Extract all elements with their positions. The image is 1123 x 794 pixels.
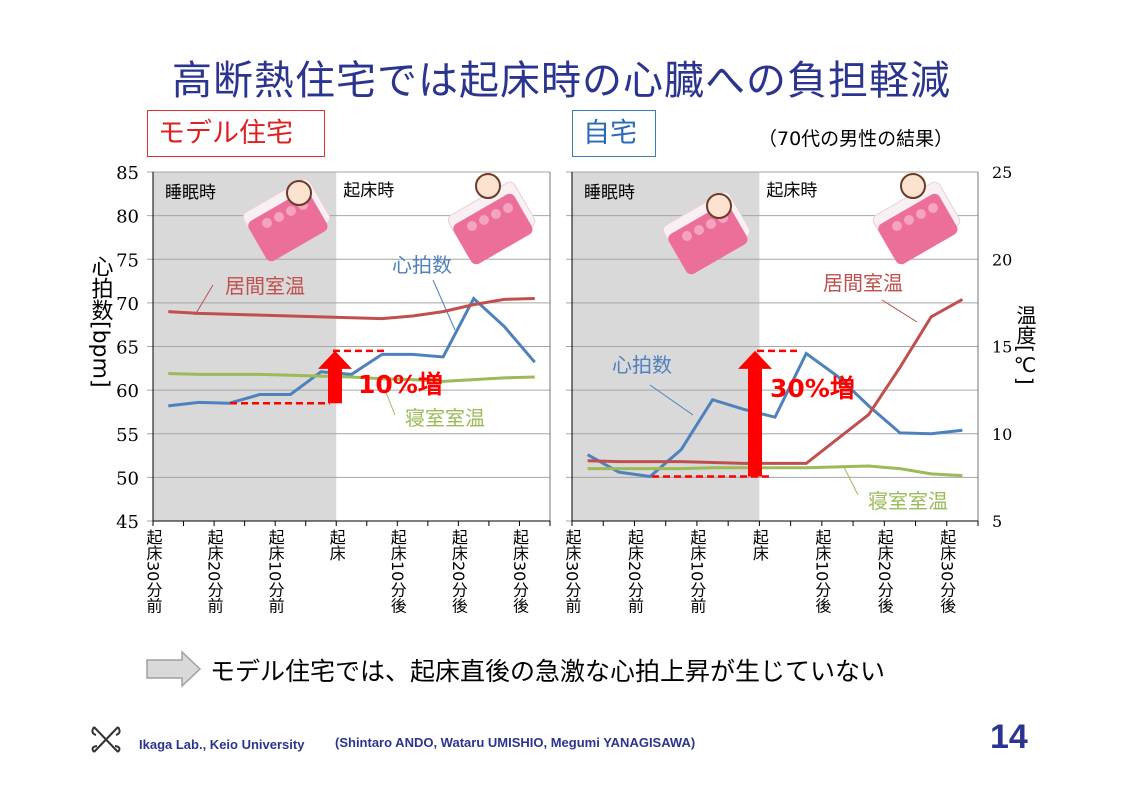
futon <box>878 193 958 265</box>
series-label: 居間室温 <box>225 274 305 298</box>
conclusion-text: モデル住宅では、起床直後の急激な心拍上昇が生じていない <box>210 657 886 686</box>
x-tick-label: 起床10分後 <box>812 529 831 613</box>
x-tick-label: 起床20分後 <box>875 529 894 613</box>
model-house-label: モデル住宅 <box>147 110 325 157</box>
x-tick-label: 起床10分前 <box>687 529 706 614</box>
leader-line <box>432 279 456 331</box>
x-tick-label: 起床30分後 <box>510 529 529 613</box>
y-tick-label: 65 <box>116 338 139 359</box>
waking-girl-icon <box>872 173 961 265</box>
phase-label-wake: 起床時 <box>343 181 394 201</box>
y-tick-label: 45 <box>116 512 139 533</box>
flower <box>262 218 272 228</box>
x-tick-label: 起床20分前 <box>205 529 224 614</box>
x-tick-label: 起床10分後 <box>388 529 407 613</box>
y-tick-label: 60 <box>116 381 139 402</box>
flower <box>706 219 716 229</box>
y-tick-label: 85 <box>116 163 139 184</box>
y-axis-title: 心拍数[bpm] <box>88 255 114 388</box>
y-tick-label: 75 <box>116 250 139 271</box>
y-tick-label: 55 <box>116 425 139 446</box>
sleeping-girl-icon <box>242 178 331 262</box>
flower <box>286 206 296 216</box>
x-tick-label: 起床10分前 <box>266 529 285 614</box>
right-arrow-icon <box>146 650 202 688</box>
keio-logo-icon <box>91 726 121 753</box>
futon <box>248 190 328 262</box>
face <box>706 193 732 219</box>
y-tick-label: 80 <box>116 207 139 228</box>
y2-tick-label: 15 <box>992 338 1012 357</box>
phase-label-sleep: 睡眠時 <box>584 183 635 203</box>
leader-line <box>649 384 694 416</box>
increase-arrow-icon <box>318 350 352 404</box>
leader-line <box>881 299 918 323</box>
face <box>900 173 926 199</box>
phase-label-wake: 起床時 <box>766 181 817 201</box>
flower <box>503 203 513 213</box>
x-tick-label: 起床20分後 <box>449 529 468 613</box>
leader-line <box>384 389 396 416</box>
series-label: 心拍数 <box>612 353 672 377</box>
footer-authors: (Shintaro ANDO, Wataru UMISHIO, Megumi Y… <box>335 735 696 750</box>
own-home-label: 自宅 <box>572 110 656 157</box>
y2-axis-title: 温度[℃] <box>1013 305 1037 385</box>
increase-annotation: 30%増 <box>770 374 855 403</box>
x-tick-label: 起床 <box>750 529 769 561</box>
y2-tick-label: 10 <box>992 425 1012 444</box>
flower <box>467 221 477 231</box>
x-tick-label: 起床30分前 <box>563 529 582 614</box>
increase-arrow-icon <box>738 350 772 477</box>
subject-note: （70代の男性の結果） <box>758 128 954 150</box>
series-label: 心拍数 <box>392 253 452 277</box>
y2-tick-label: 20 <box>992 250 1012 269</box>
flower <box>904 215 914 225</box>
y-tick-label: 50 <box>116 468 139 489</box>
footer-lab: Ikaga Lab., Keio University <box>139 737 305 752</box>
waking-girl-icon <box>447 173 536 265</box>
futon <box>668 203 748 275</box>
series-label: 寝室室温 <box>405 406 485 430</box>
flower <box>928 203 938 213</box>
face <box>286 180 312 206</box>
x-tick-label: 起床 <box>327 529 346 561</box>
futon <box>453 193 533 265</box>
x-tick-label: 起床30分後 <box>937 529 956 613</box>
leader-line <box>194 284 214 316</box>
flower <box>916 209 926 219</box>
sleeping-girl-icon <box>662 191 751 275</box>
page-number: 14 <box>990 718 1028 756</box>
slide-title: 高断熱住宅では起床時の心臓への負担軽減 <box>172 58 951 104</box>
series-label: 寝室室温 <box>868 489 948 513</box>
flower <box>491 209 501 219</box>
x-tick-label: 起床30分前 <box>144 529 163 614</box>
y2-tick-label: 25 <box>992 163 1012 182</box>
flower <box>274 212 284 222</box>
increase-annotation: 10%増 <box>358 370 443 399</box>
flower <box>682 231 692 241</box>
flower <box>892 221 902 231</box>
face <box>475 173 501 199</box>
flower <box>694 225 704 235</box>
y2-tick-label: 5 <box>992 512 1002 531</box>
x-tick-label: 起床20分前 <box>625 529 644 614</box>
y-tick-label: 70 <box>116 294 139 315</box>
phase-label-sleep: 睡眠時 <box>165 183 216 203</box>
flower <box>479 215 489 225</box>
leader-line <box>842 464 859 496</box>
series-label: 居間室温 <box>823 271 903 295</box>
